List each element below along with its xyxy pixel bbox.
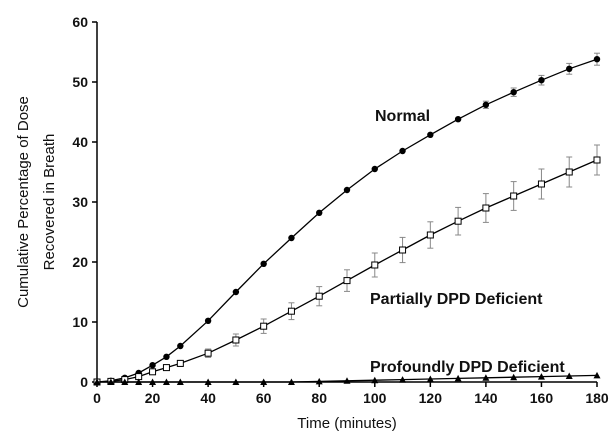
data-point xyxy=(288,234,295,242)
y-tick-label: 30 xyxy=(72,194,88,210)
data-point xyxy=(149,362,156,369)
series-partially-dpd-deficient xyxy=(93,144,601,386)
data-point xyxy=(232,288,240,296)
data-point xyxy=(399,376,407,383)
data-point xyxy=(93,378,101,385)
y-tick-label: 50 xyxy=(72,74,88,90)
data-point xyxy=(565,168,573,176)
x-tick-label: 0 xyxy=(93,390,101,406)
data-point xyxy=(232,378,240,385)
data-point xyxy=(427,131,434,138)
x-tick-label: 160 xyxy=(530,390,554,406)
data-point xyxy=(593,56,601,63)
data-point xyxy=(454,116,462,123)
series-profoundly-dpd-deficient xyxy=(93,371,601,385)
series-label: Profoundly DPD Deficient xyxy=(370,359,565,376)
data-point xyxy=(426,375,434,382)
data-point xyxy=(371,261,379,269)
series-line xyxy=(96,159,598,383)
data-point xyxy=(566,65,573,73)
series-label: Partially DPD Deficient xyxy=(370,291,543,308)
data-point xyxy=(343,186,351,194)
y-axis-title-line-2: Recovered in Breath xyxy=(41,134,58,271)
y-tick-label: 0 xyxy=(80,374,88,390)
data-point xyxy=(177,342,184,350)
y-tick-label: 40 xyxy=(72,134,88,150)
series-line xyxy=(97,374,598,383)
data-point xyxy=(593,371,601,379)
data-point xyxy=(204,349,212,357)
data-point xyxy=(316,209,323,216)
data-point xyxy=(204,378,212,385)
data-point xyxy=(565,372,573,379)
data-point xyxy=(232,336,240,344)
data-point xyxy=(162,364,170,372)
data-point xyxy=(107,378,115,385)
data-point xyxy=(343,377,351,384)
data-point xyxy=(260,378,268,385)
series-layer xyxy=(93,52,601,386)
series-normal xyxy=(93,52,601,386)
data-point xyxy=(162,378,170,385)
data-point xyxy=(593,156,601,164)
data-point xyxy=(510,192,518,200)
data-point xyxy=(510,373,518,381)
y-tick-label: 20 xyxy=(72,254,88,270)
data-point xyxy=(176,359,184,367)
data-point xyxy=(121,378,129,385)
data-point xyxy=(260,260,267,267)
data-point xyxy=(510,89,517,96)
x-tick-label: 180 xyxy=(585,390,609,406)
x-tick-label: 20 xyxy=(145,390,161,406)
data-point xyxy=(482,374,490,381)
data-point xyxy=(315,377,323,385)
data-point xyxy=(538,77,545,84)
data-point xyxy=(287,307,295,315)
series-label: Normal xyxy=(375,108,430,125)
data-point xyxy=(343,277,351,285)
data-point xyxy=(287,378,295,385)
data-point xyxy=(482,204,490,212)
y-axis-title-line-1: Cumulative Percentage of Dose xyxy=(15,96,32,308)
labels-layer: Normal Partially DPD Deficient Profoundly … xyxy=(370,108,565,376)
data-point xyxy=(204,317,212,324)
data-point xyxy=(163,353,170,360)
x-axis-title: Time (minutes) xyxy=(297,415,396,432)
data-point xyxy=(176,378,184,385)
data-point xyxy=(260,322,268,330)
x-tick-label: 120 xyxy=(419,390,443,406)
data-point xyxy=(399,246,407,254)
data-point xyxy=(315,292,323,300)
series-line xyxy=(96,58,598,383)
data-point xyxy=(537,180,545,188)
data-point xyxy=(371,165,378,173)
data-point xyxy=(426,231,434,239)
x-tick-label: 140 xyxy=(474,390,498,406)
x-tick-label: 80 xyxy=(311,390,327,406)
data-point xyxy=(149,378,157,385)
data-point xyxy=(482,101,490,109)
data-point xyxy=(149,368,157,376)
data-point xyxy=(537,373,545,380)
data-point xyxy=(454,374,462,382)
data-point xyxy=(399,147,406,155)
y-tick-label: 60 xyxy=(72,14,88,30)
x-tick-label: 100 xyxy=(363,390,387,406)
data-point xyxy=(454,217,462,225)
x-tick-label: 40 xyxy=(200,390,216,406)
axes-layer: 0 10 20 30 40 50 60 0 20 40 60 80 100 120 140 160 180 Tim… xyxy=(15,14,609,432)
y-tick-label: 10 xyxy=(72,314,88,330)
x-tick-label: 60 xyxy=(256,390,272,406)
data-point xyxy=(135,378,143,385)
data-point xyxy=(371,376,379,384)
